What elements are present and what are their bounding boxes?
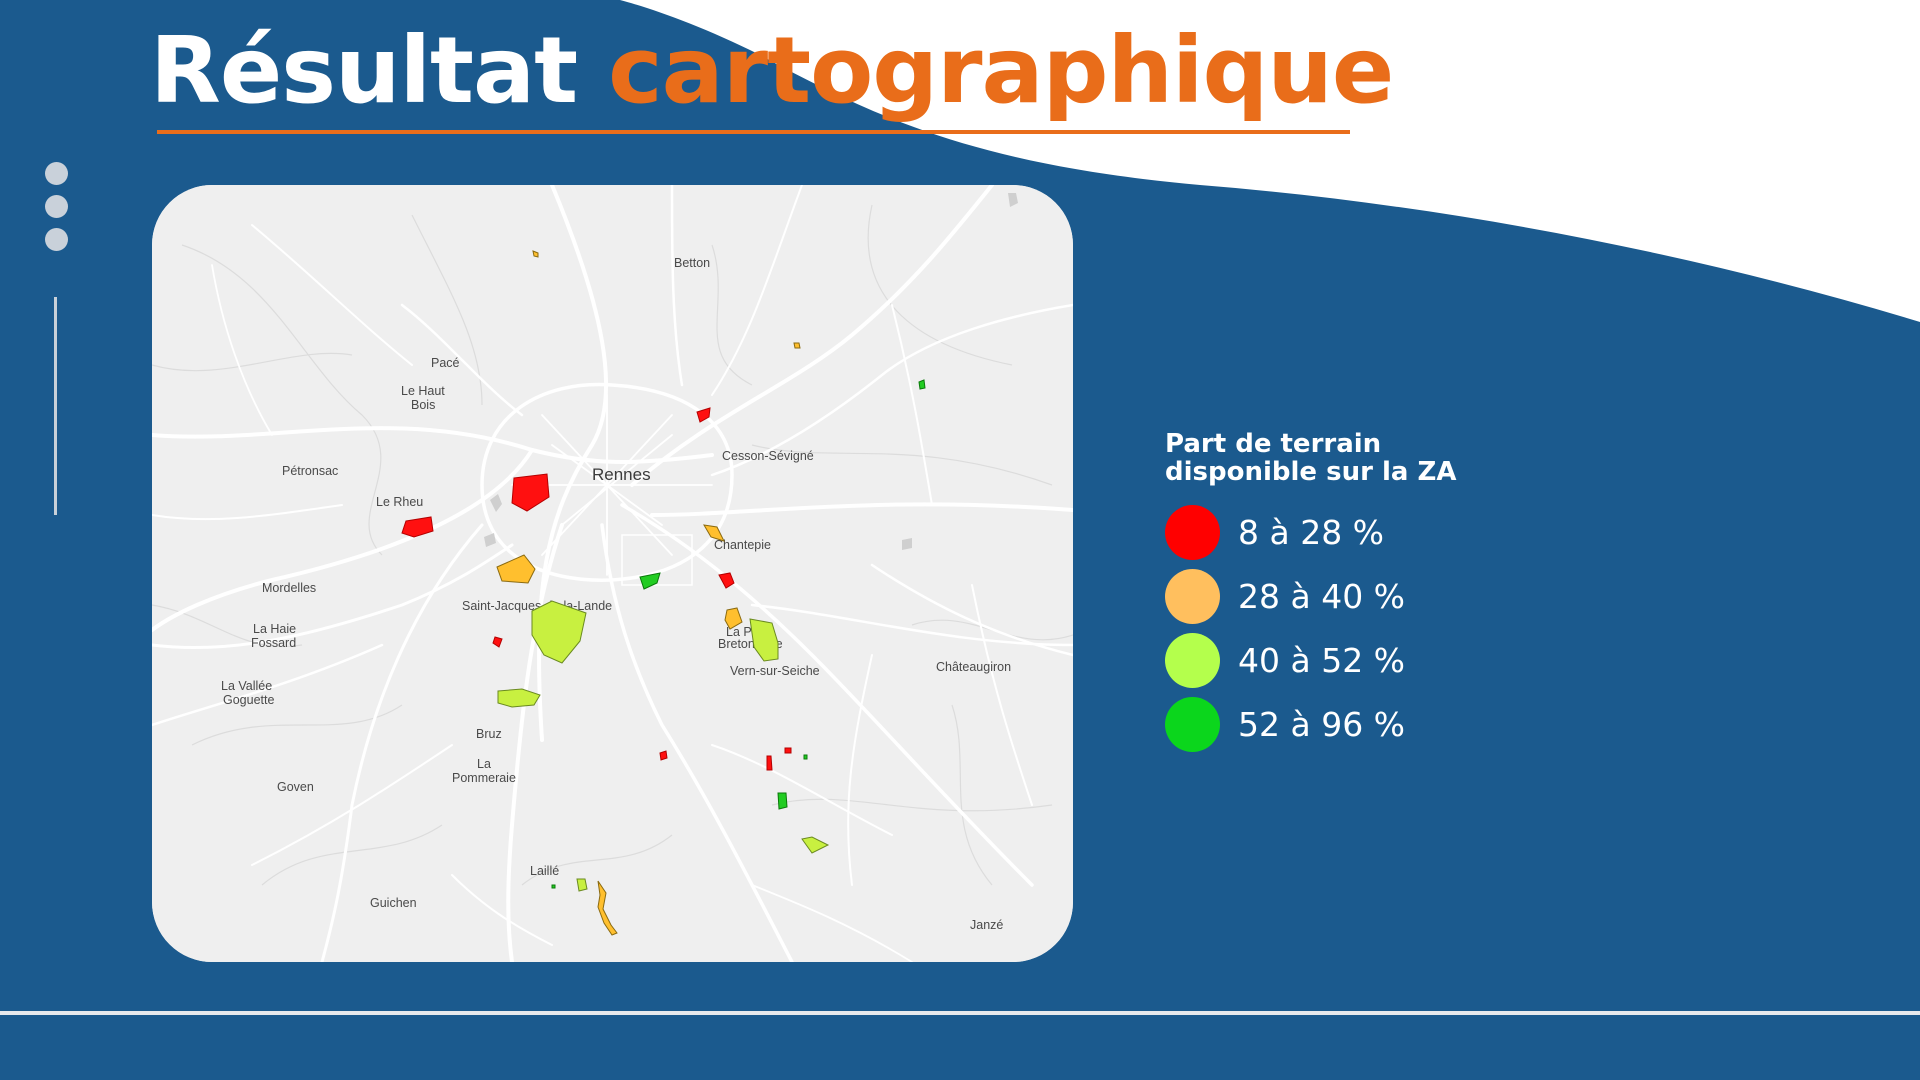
zone-lightgreen: [576, 878, 588, 892]
map-label: Bruz: [476, 727, 502, 741]
map-label: Bois: [411, 398, 435, 412]
map-label: Fossard: [251, 636, 296, 650]
legend-item: 28 à 40 %: [1165, 564, 1495, 628]
zone-orange: [793, 342, 801, 349]
map-label: Châteaugiron: [936, 660, 1011, 674]
zone-lightgreen: [531, 600, 587, 664]
map-canvas: Rennes Betton Pacé Le Haut Bois Pétronsa…: [152, 185, 1073, 962]
legend-title: Part de terrain disponible sur la ZA: [1165, 429, 1457, 487]
dot-icon: [45, 162, 68, 185]
legend-item: 40 à 52 %: [1165, 628, 1495, 692]
map-label: Pétronsac: [282, 464, 338, 478]
legend-item: 52 à 96 %: [1165, 692, 1495, 756]
legend-swatch-red: [1165, 504, 1220, 560]
zone-red: [696, 407, 711, 423]
map-label: La: [477, 757, 491, 771]
legend-label: 28 à 40 %: [1238, 576, 1406, 616]
legend-label: 40 à 52 %: [1238, 640, 1406, 680]
map-label: La Vallée: [221, 679, 272, 693]
legend-swatch-green: [1165, 696, 1220, 752]
zone-orange: [724, 607, 743, 630]
zone-lightgreen: [749, 618, 779, 662]
zone-green: [551, 884, 556, 889]
map-label: Vern-sur-Seiche: [730, 664, 820, 678]
map-label: Goguette: [223, 693, 274, 707]
map-label: Chantepie: [714, 538, 771, 552]
map-panel[interactable]: Rennes Betton Pacé Le Haut Bois Pétronsa…: [152, 185, 1073, 962]
zone-orange: [496, 554, 536, 584]
legend-swatch-orange: [1165, 568, 1220, 624]
dot-icon: [45, 228, 68, 251]
title-orange-part: cartographique: [608, 17, 1394, 124]
map-label: Pommeraie: [452, 771, 516, 785]
legend-swatch-lightgreen: [1165, 632, 1220, 688]
legend-label: 8 à 28 %: [1238, 512, 1385, 552]
map-label: Cesson-Sévigné: [722, 449, 814, 463]
zone-lightgreen: [497, 688, 541, 708]
title-white-part: Résultat: [150, 17, 578, 124]
map-label: Betton: [674, 256, 710, 270]
legend-item: 8 à 28 %: [1165, 500, 1495, 564]
map-label: Le Rheu: [376, 495, 423, 509]
map-label: Pacé: [431, 356, 460, 370]
zone-lightgreen: [801, 836, 830, 854]
map-label: Laillé: [530, 864, 559, 878]
zone-green: [639, 572, 661, 590]
map-label: Goven: [277, 780, 314, 794]
map-label: Guichen: [370, 896, 417, 910]
zone-green: [918, 379, 926, 390]
zone-red: [492, 636, 503, 648]
zone-red: [766, 755, 773, 771]
map-label: Mordelles: [262, 581, 316, 595]
zone-green: [777, 792, 788, 810]
side-divider: [54, 297, 57, 515]
page-title: Résultat cartographique: [150, 17, 1394, 124]
title-underline: [157, 130, 1350, 134]
zone-orange: [703, 524, 725, 542]
legend-label: 52 à 96 %: [1238, 704, 1406, 744]
map-label: Janzé: [970, 918, 1003, 932]
zone-red: [784, 747, 792, 754]
map-label-rennes: Rennes: [592, 465, 651, 484]
map-label: Le Haut: [401, 384, 445, 398]
zone-red: [659, 750, 668, 761]
dot-icon: [45, 195, 68, 218]
zone-orange: [532, 250, 539, 258]
bottom-divider: [0, 1011, 1920, 1015]
zone-orange: [597, 880, 618, 936]
zone-green: [803, 754, 808, 760]
zone-red: [511, 473, 550, 512]
legend: Part de terrain disponible sur la ZA 8 à…: [1165, 430, 1495, 756]
map-label: La Haie: [253, 622, 296, 636]
zone-red: [401, 516, 434, 538]
zone-red: [718, 572, 735, 589]
